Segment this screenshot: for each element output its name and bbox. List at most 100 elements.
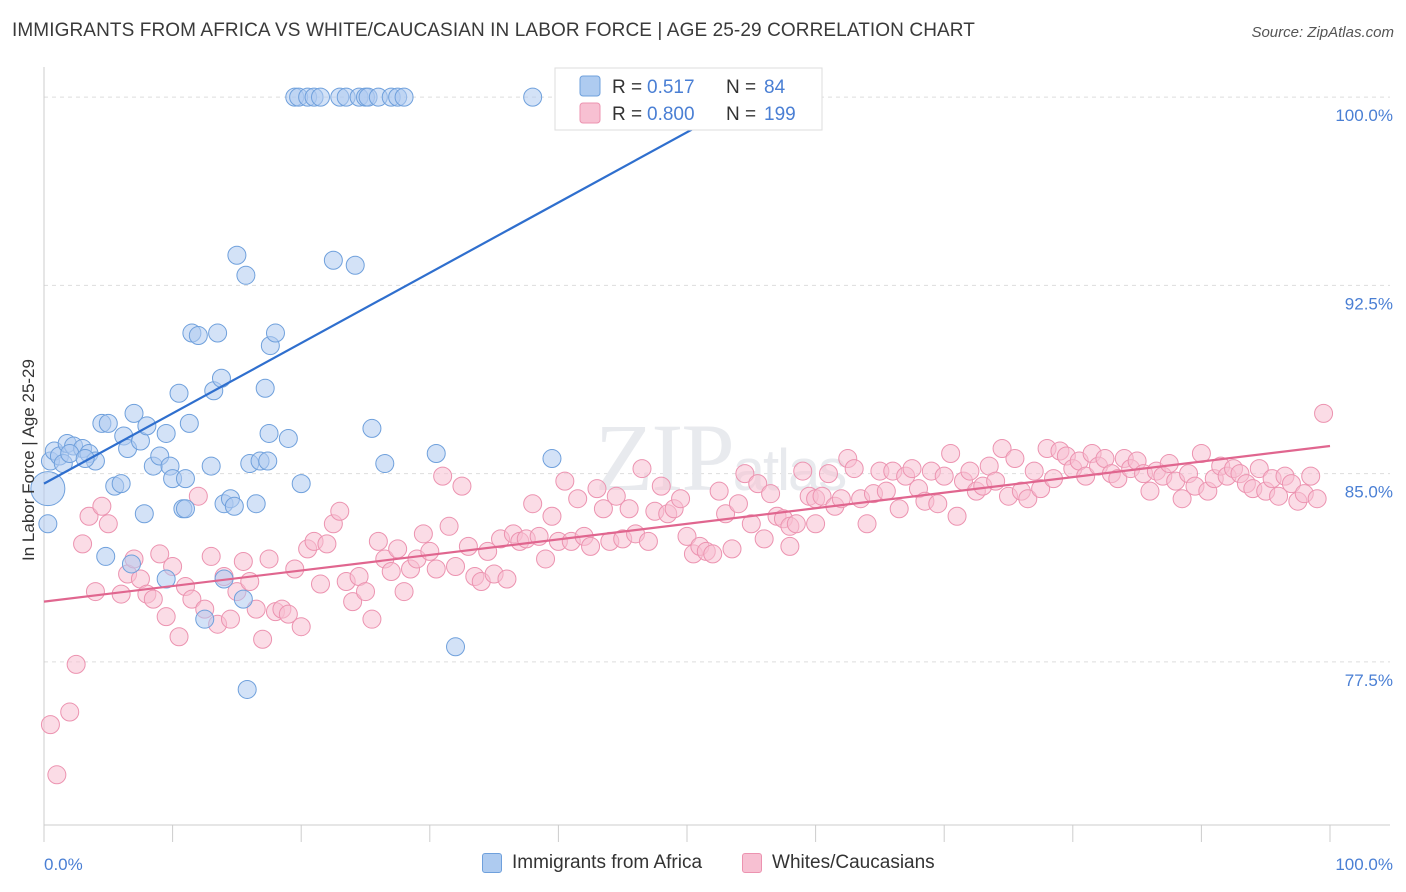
data-point-whites bbox=[1269, 486, 1289, 506]
data-point-whites bbox=[754, 529, 774, 549]
data-point-immigrants bbox=[121, 554, 141, 574]
data-point-whites bbox=[1024, 461, 1044, 481]
data-point-whites bbox=[66, 654, 86, 674]
bottom-legend: Immigrants from Africa Whites/Caucasians bbox=[482, 852, 965, 874]
data-point-whites bbox=[941, 444, 961, 464]
data-point-whites bbox=[568, 489, 588, 509]
legend-item-whites: Whites/Caucasians bbox=[742, 852, 935, 874]
data-point-immigrants bbox=[236, 265, 256, 285]
data-point-immigrants bbox=[259, 423, 279, 443]
data-point-whites bbox=[73, 534, 93, 554]
data-point-immigrants bbox=[394, 87, 414, 107]
data-point-whites bbox=[831, 489, 851, 509]
data-point-whites bbox=[741, 514, 761, 534]
data-point-immigrants bbox=[345, 255, 365, 275]
data-point-whites bbox=[246, 599, 266, 619]
data-point-whites bbox=[433, 466, 453, 486]
data-point-immigrants bbox=[179, 413, 199, 433]
data-point-whites bbox=[356, 582, 375, 602]
legend-label-whites: Whites/Caucasians bbox=[772, 852, 935, 873]
trend-lines bbox=[43, 96, 1331, 603]
data-point-whites bbox=[523, 494, 543, 514]
data-point-whites bbox=[992, 439, 1012, 458]
data-point-immigrants bbox=[175, 469, 195, 489]
data-point-immigrants bbox=[426, 444, 446, 464]
data-point-whites bbox=[85, 582, 105, 602]
data-point-whites bbox=[394, 582, 414, 602]
data-point-whites bbox=[1172, 489, 1192, 509]
data-point-whites bbox=[1314, 403, 1334, 423]
correlation-legend: R = 0.517 N = 84 R = 0.800 N = 199 bbox=[554, 67, 823, 131]
data-point-immigrants bbox=[156, 423, 176, 443]
y-tick-label: 100.0% bbox=[1335, 106, 1393, 125]
data-point-whites bbox=[703, 544, 723, 564]
data-point-whites bbox=[1005, 449, 1025, 469]
series-immigrants-from-africa bbox=[30, 87, 581, 699]
data-point-whites bbox=[960, 461, 980, 481]
data-point-immigrants bbox=[291, 474, 311, 494]
data-point-whites bbox=[60, 702, 80, 722]
data-point-whites bbox=[651, 476, 671, 496]
y-tick-label: 77.5% bbox=[1345, 671, 1393, 690]
data-point-whites bbox=[632, 459, 652, 479]
data-point-whites bbox=[1159, 454, 1179, 474]
data-point-immigrants bbox=[195, 609, 215, 629]
legend-n-label: N = bbox=[726, 104, 756, 125]
data-point-whites bbox=[169, 627, 189, 647]
data-point-immigrants bbox=[30, 471, 66, 507]
data-point-whites bbox=[278, 604, 298, 624]
data-point-whites bbox=[876, 481, 896, 501]
data-point-immigrants bbox=[175, 499, 195, 519]
data-point-immigrants bbox=[278, 428, 298, 448]
data-point-immigrants bbox=[211, 368, 231, 388]
data-point-whites bbox=[1249, 459, 1269, 479]
data-point-whites bbox=[928, 494, 948, 514]
data-point-immigrants bbox=[233, 589, 253, 609]
data-point-whites bbox=[47, 765, 67, 785]
data-point-immigrants bbox=[246, 494, 266, 514]
data-point-whites bbox=[542, 506, 562, 526]
data-point-whites bbox=[857, 514, 877, 534]
data-point-whites bbox=[806, 514, 826, 534]
y-tick-label: 92.5% bbox=[1345, 294, 1393, 313]
legend-box-swatch bbox=[579, 75, 601, 97]
data-point-immigrants bbox=[255, 378, 275, 398]
data-point-whites bbox=[709, 481, 729, 501]
x-tick-label: 0.0% bbox=[44, 855, 83, 874]
data-point-whites bbox=[439, 516, 459, 536]
data-point-whites bbox=[446, 556, 466, 576]
chart-title: IMMIGRANTS FROM AFRICA VS WHITE/CAUCASIA… bbox=[12, 20, 975, 41]
data-point-whites bbox=[458, 536, 478, 556]
data-point-whites bbox=[1307, 489, 1327, 509]
data-point-immigrants bbox=[156, 569, 176, 589]
data-point-immigrants bbox=[237, 679, 257, 699]
data-point-whites bbox=[40, 715, 60, 735]
data-point-immigrants bbox=[96, 546, 116, 566]
data-point-immigrants bbox=[169, 383, 189, 403]
data-point-whites bbox=[606, 486, 626, 506]
data-point-whites bbox=[291, 617, 311, 637]
data-point-immigrants bbox=[323, 250, 343, 270]
data-point-whites bbox=[889, 499, 909, 519]
data-point-whites bbox=[285, 559, 305, 579]
data-point-whites bbox=[259, 549, 279, 569]
data-point-whites bbox=[150, 544, 170, 564]
trend-line-immigrants bbox=[43, 96, 752, 485]
data-point-whites bbox=[1108, 469, 1128, 489]
tick-labels: 77.5% 85.0% 92.5% 100.0% 0.0% 100.0% bbox=[44, 106, 1393, 874]
data-point-whites bbox=[362, 609, 382, 629]
data-point-whites bbox=[748, 474, 768, 494]
data-point-whites bbox=[253, 629, 273, 649]
data-point-immigrants bbox=[310, 87, 330, 107]
data-point-whites bbox=[317, 534, 337, 554]
series-whites-caucasians bbox=[40, 403, 1334, 785]
legend-r-label: R = bbox=[612, 77, 642, 98]
data-point-whites bbox=[1018, 489, 1038, 509]
data-point-whites bbox=[812, 486, 832, 506]
data-point-whites bbox=[1301, 466, 1321, 486]
data-point-whites bbox=[497, 569, 517, 589]
data-point-whites bbox=[156, 607, 176, 627]
data-point-whites bbox=[619, 499, 639, 519]
legend-n-value: 199 bbox=[764, 104, 796, 125]
data-point-immigrants bbox=[227, 245, 247, 265]
